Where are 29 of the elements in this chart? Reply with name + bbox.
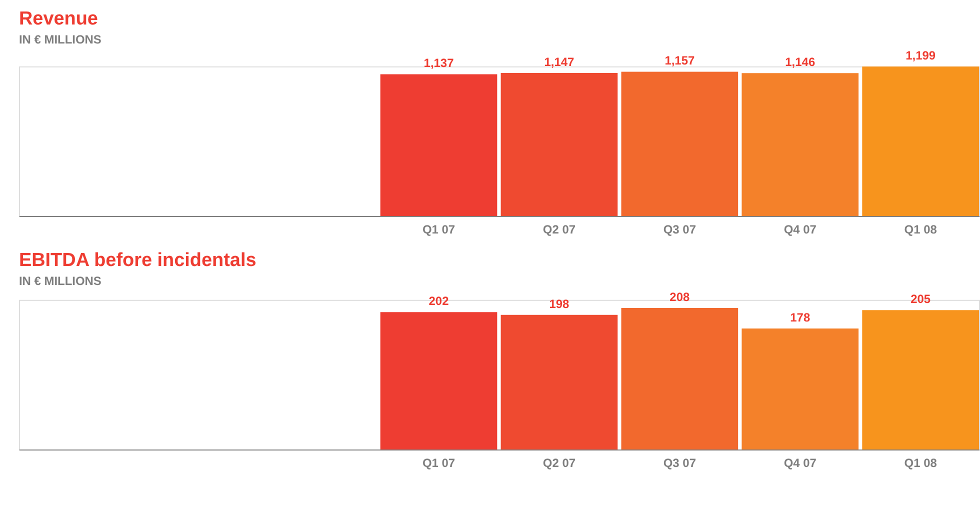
x-tick-label: Q1 08 xyxy=(904,222,938,237)
x-tick-label: Q3 07 xyxy=(663,456,696,470)
data-label: 205 xyxy=(910,292,931,306)
bar xyxy=(621,308,738,450)
data-label: 1,146 xyxy=(785,55,816,70)
bar xyxy=(742,328,859,450)
chart-title: Revenue xyxy=(18,8,98,30)
data-label: 1,147 xyxy=(544,54,575,69)
x-tick-label: Q2 07 xyxy=(542,222,576,237)
data-label: 198 xyxy=(549,296,570,311)
bar xyxy=(500,314,618,450)
chart-subtitle: IN € MILLIONS xyxy=(18,274,102,288)
data-label: 1,157 xyxy=(664,54,695,68)
data-label: 208 xyxy=(670,290,690,304)
chart-subtitle: IN € MILLIONS xyxy=(18,32,102,47)
data-label: 178 xyxy=(790,310,810,324)
data-label: 202 xyxy=(428,294,450,308)
data-label: 1,137 xyxy=(424,56,454,70)
x-tick-label: Q1 08 xyxy=(904,456,938,470)
bar xyxy=(862,310,979,450)
x-tick-label: Q4 07 xyxy=(784,222,817,237)
x-tick-label: Q1 07 xyxy=(422,456,456,470)
x-tick-label: Q2 07 xyxy=(542,456,576,470)
chart-title: EBITDA before incidentals xyxy=(18,250,256,272)
x-tick-label: Q1 07 xyxy=(422,222,456,237)
bar xyxy=(380,312,498,450)
data-label: 1,199 xyxy=(906,48,936,62)
x-tick-label: Q4 07 xyxy=(784,456,817,470)
x-tick-label: Q3 07 xyxy=(663,222,696,237)
